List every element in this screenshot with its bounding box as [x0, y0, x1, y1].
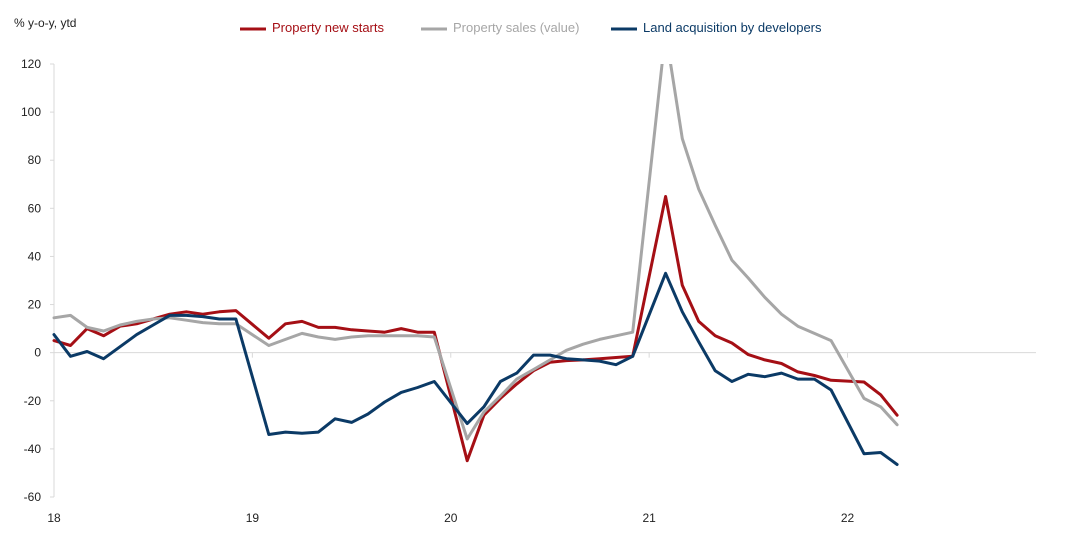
- y-tick-label: 100: [21, 105, 41, 119]
- series-lines: [52, 64, 899, 466]
- axes: 120 100 80 60 40 20 0 -20 -40 -60 18 19 20 21 22: [21, 57, 1036, 525]
- x-tick-label: 21: [642, 511, 656, 525]
- y-axis-label: % y-o-y, ytd: [14, 16, 76, 30]
- legend-label-0: Property new starts: [272, 20, 384, 35]
- legend-label-2: Land acquisition by developers: [643, 20, 822, 35]
- y-tick-label: -20: [24, 394, 42, 408]
- y-tick-label: 60: [28, 201, 42, 215]
- legend: Property new starts Property sales (value…: [240, 20, 822, 35]
- y-tick-label: 120: [21, 57, 41, 71]
- x-tick-label: 20: [444, 511, 458, 525]
- series-line-0: [52, 195, 899, 463]
- y-tick-label: -40: [24, 442, 42, 456]
- legend-label-1: Property sales (value): [453, 20, 579, 35]
- y-tick-label: 20: [28, 298, 42, 312]
- series-line-1: [52, 64, 899, 441]
- series-line-2: [52, 271, 899, 466]
- y-tick-label: -60: [24, 490, 42, 504]
- y-tick-label: 0: [34, 346, 41, 360]
- x-tick-label: 22: [841, 511, 855, 525]
- y-tick-label: 40: [28, 249, 42, 263]
- x-tick-label: 19: [246, 511, 260, 525]
- y-tick-label: 80: [28, 153, 42, 167]
- x-tick-label: 18: [47, 511, 61, 525]
